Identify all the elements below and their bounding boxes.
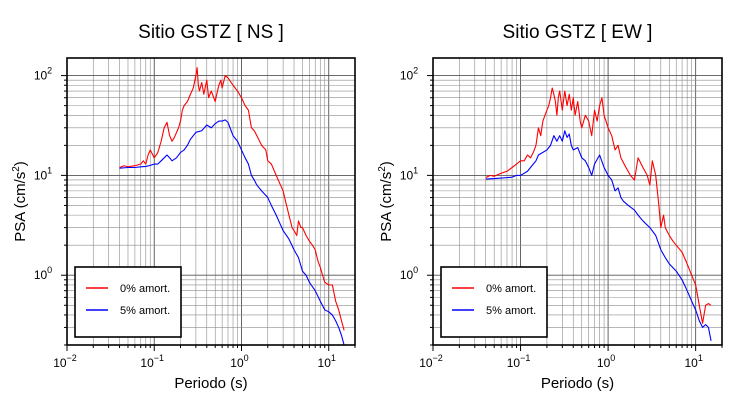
legend-label: 0% amort. <box>120 283 170 295</box>
x-tick-label: 101 <box>684 353 702 370</box>
chart-panel-2: 10−2 10−1 100 101 100 101 102 Sitio GSTZ [ EW ]… <box>377 22 723 392</box>
y-tick-label: 101 <box>400 165 418 182</box>
series-line-damped <box>485 130 712 341</box>
legend-box <box>440 266 548 338</box>
plot-frame <box>66 57 356 346</box>
x-tick-label: 10−1 <box>507 353 531 370</box>
legend: 0% amort. 5% amort. <box>440 266 548 338</box>
y-axis-label: PSA (cm/s2) <box>11 161 29 242</box>
series-line-undamped <box>485 87 712 324</box>
x-axis-label: Periodo (s) <box>174 375 247 392</box>
chart-title: Sitio GSTZ [ EW ] <box>503 22 653 43</box>
y-axis-label: PSA (cm/s2) <box>377 161 395 242</box>
x-tick-label: 10−2 <box>419 353 443 370</box>
y-tick-label: 100 <box>34 265 52 282</box>
series-line-undamped <box>119 67 345 331</box>
y-tick-label: 101 <box>34 165 52 182</box>
legend-label: 5% amort. <box>120 305 170 317</box>
x-tick-label: 101 <box>318 353 336 370</box>
series-line-damped <box>119 119 345 345</box>
x-tick-label: 100 <box>597 353 615 370</box>
x-tick-label: 10−2 <box>53 353 77 370</box>
chart-title: Sitio GSTZ [ NS ] <box>138 22 284 43</box>
x-axis-label: Periodo (s) <box>541 375 614 392</box>
chart-panel-1: 10−2 10−1 100 101 100 101 102 Sitio GSTZ [ NS ]… <box>11 22 356 392</box>
legend-box <box>74 266 182 338</box>
legend: 0% amort. 5% amort. <box>74 266 182 338</box>
x-tick-label: 10−1 <box>140 353 164 370</box>
y-tick-label: 100 <box>400 265 418 282</box>
legend-label: 0% amort. <box>486 283 536 295</box>
y-tick-label: 102 <box>34 66 52 83</box>
plot-frame <box>432 57 723 346</box>
y-tick-label: 102 <box>400 66 418 83</box>
x-tick-label: 100 <box>230 353 248 370</box>
legend-label: 5% amort. <box>486 305 536 317</box>
grid <box>67 58 355 345</box>
